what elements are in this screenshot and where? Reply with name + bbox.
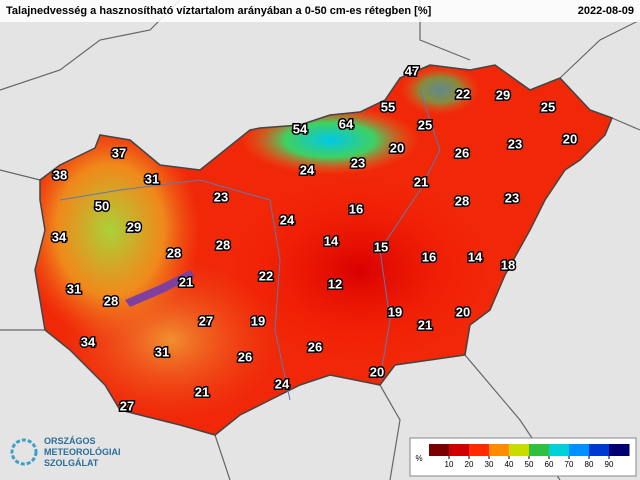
- station-value: 22: [259, 268, 273, 283]
- legend-tick-label: 10: [445, 460, 454, 469]
- legend-swatch: [429, 444, 450, 456]
- station-value: 28: [104, 293, 118, 308]
- station-value: 24: [300, 162, 315, 177]
- legend-swatch: [609, 444, 630, 456]
- legend-tick-label: 30: [485, 460, 494, 469]
- station-value: 20: [456, 304, 470, 319]
- station-value: 20: [563, 131, 577, 146]
- legend-tick-label: 70: [565, 460, 574, 469]
- station-value: 24: [280, 212, 295, 227]
- station-value: 34: [81, 334, 96, 349]
- station-value: 23: [214, 189, 228, 204]
- legend-tick-label: 80: [585, 460, 594, 469]
- station-value: 23: [508, 136, 522, 151]
- station-value: 21: [195, 384, 209, 399]
- rivers: [59, 89, 441, 401]
- station-value: 29: [127, 219, 141, 234]
- legend-tick-label: 60: [545, 460, 554, 469]
- station-value: 19: [388, 304, 402, 319]
- legend-tick-label: 90: [605, 460, 614, 469]
- station-value: 23: [351, 155, 365, 170]
- station-value: 14: [324, 233, 339, 248]
- station-value: 21: [414, 174, 428, 189]
- station-value: 34: [52, 229, 67, 244]
- station-value: 31: [155, 344, 169, 359]
- logo-text: SZOLGÁLAT: [44, 458, 99, 468]
- legend-swatch: [529, 444, 550, 456]
- station-value: 20: [390, 140, 404, 155]
- station-value: 28: [455, 193, 469, 208]
- legend-tick-label: 20: [465, 460, 474, 469]
- station-value: 47: [405, 63, 419, 78]
- station-value: 31: [145, 171, 159, 186]
- legend-swatch: [449, 444, 470, 456]
- station-value: 22: [456, 86, 470, 101]
- station-value: 26: [308, 339, 322, 354]
- legend-unit: %: [415, 454, 422, 463]
- station-value: 25: [418, 117, 432, 132]
- legend-swatch: [589, 444, 610, 456]
- station-value: 29: [496, 87, 510, 102]
- station-value: 18: [501, 257, 515, 272]
- station-value: 27: [120, 398, 134, 413]
- legend-tick-label: 50: [525, 460, 534, 469]
- legend-swatch: [549, 444, 570, 456]
- station-value: 64: [339, 116, 354, 131]
- station-value: 16: [422, 249, 436, 264]
- title: Talajnedvesség a hasznosítható víztartal…: [6, 5, 432, 17]
- legend-box: [409, 437, 637, 477]
- header-bar: [0, 0, 640, 22]
- station-value: 54: [293, 121, 308, 136]
- legend-swatch: [489, 444, 510, 456]
- legend-swatch: [469, 444, 490, 456]
- lake-balaton: [125, 270, 195, 307]
- country-border: [34, 64, 613, 436]
- logo-icon: [10, 438, 38, 466]
- legend-swatch: [509, 444, 530, 456]
- station-value: 38: [53, 167, 67, 182]
- logo-text: METEOROLÓGIAI: [44, 446, 121, 457]
- station-value: 21: [418, 317, 432, 332]
- station-value: 20: [370, 364, 384, 379]
- station-value: 28: [216, 237, 230, 252]
- station-value: 24: [275, 376, 290, 391]
- station-value: 21: [179, 274, 193, 289]
- station-value: 50: [95, 198, 109, 213]
- station-value: 12: [328, 276, 342, 291]
- station-value: 37: [112, 145, 126, 160]
- station-value: 28: [167, 245, 181, 260]
- station-value: 15: [374, 239, 388, 254]
- station-value: 19: [251, 313, 265, 328]
- station-value: 26: [455, 145, 469, 160]
- station-value: 23: [505, 190, 519, 205]
- station-value: 14: [468, 249, 483, 264]
- station-value: 55: [381, 99, 395, 114]
- station-value: 25: [541, 99, 555, 114]
- station-value: 16: [349, 201, 363, 216]
- station-value: 31: [67, 281, 81, 296]
- legend-tick-label: 40: [505, 460, 514, 469]
- station-value: 27: [199, 313, 213, 328]
- legend-swatch: [569, 444, 590, 456]
- station-value: 26: [238, 349, 252, 364]
- logo-text: ORSZÁGOS: [44, 436, 96, 446]
- logo: ORSZÁGOS METEOROLÓGIAI SZOLGÁLAT: [10, 436, 121, 468]
- date: 2022-08-09: [578, 5, 634, 17]
